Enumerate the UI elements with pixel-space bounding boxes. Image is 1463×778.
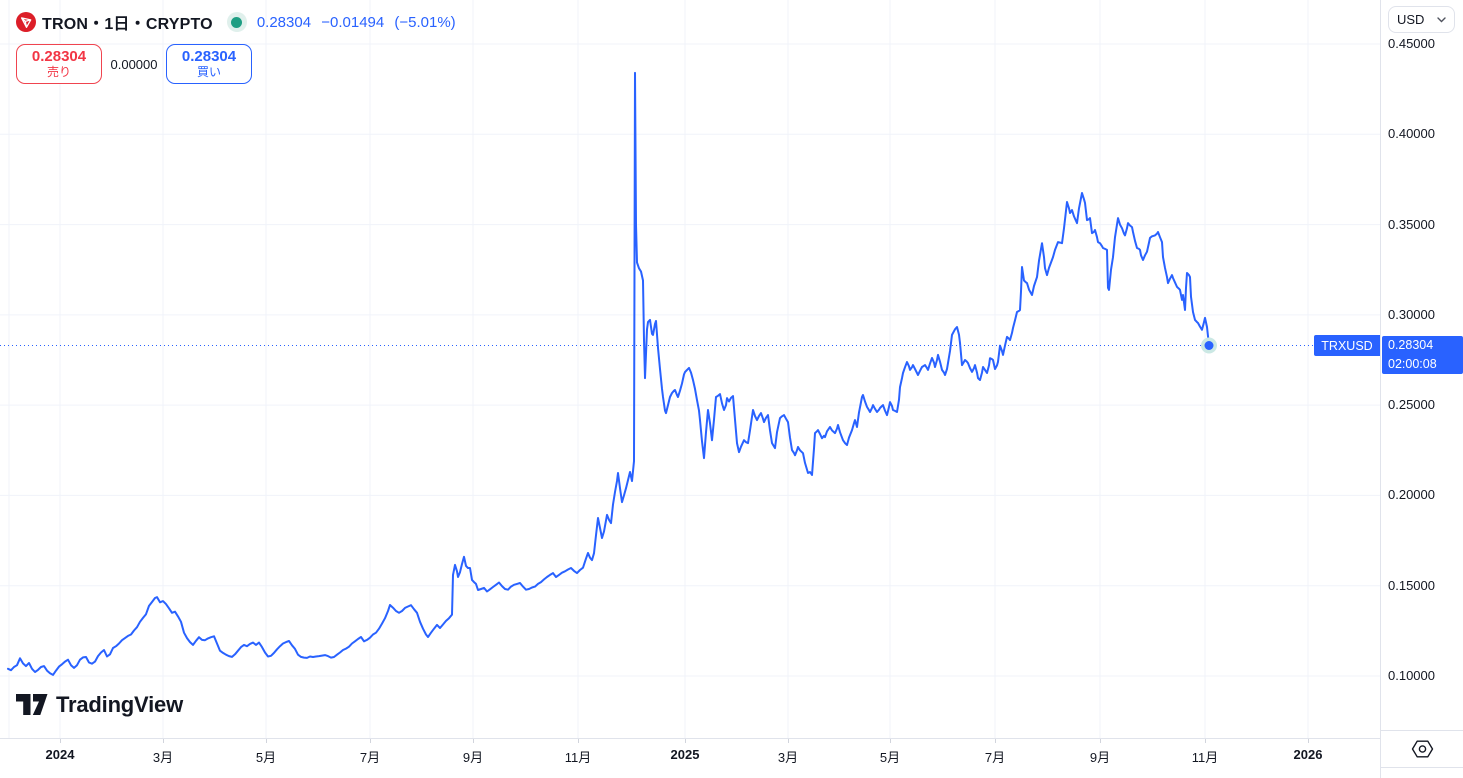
- time-tick-label: 9月: [462, 750, 484, 765]
- sell-price: 0.28304: [31, 48, 87, 66]
- sell-label: 売り: [46, 64, 71, 79]
- price-tick-label: 0.30000: [1388, 306, 1435, 322]
- last-price-value: 0.28304: [256, 13, 312, 31]
- last-price-marker: [1204, 341, 1214, 350]
- time-tickmark: [370, 739, 371, 743]
- tron-logo-icon[interactable]: [16, 12, 36, 32]
- time-tick-label: 3月: [152, 750, 174, 765]
- last-price-axis-label: 0.28304 02:00:08: [1382, 336, 1463, 374]
- price-change-value: −0.01494: [321, 13, 385, 31]
- time-tick-label: 5月: [879, 750, 901, 765]
- price-tick-label: 0.25000: [1388, 397, 1435, 413]
- market-status-icon[interactable]: [226, 12, 247, 32]
- time-tick-label: 9月: [1089, 750, 1111, 765]
- time-tick-label: 5月: [255, 750, 277, 765]
- time-tick-label: 2024: [45, 747, 75, 762]
- price-tick-label: 0.45000: [1388, 36, 1435, 51]
- time-tick-label: 2025: [670, 747, 700, 762]
- price-tick-label: 0.40000: [1388, 126, 1435, 142]
- time-tickmark: [60, 739, 61, 743]
- time-tickmark: [788, 739, 789, 743]
- price-summary: 0.28304 −0.01494 (−5.01%): [257, 14, 462, 31]
- time-tickmark: [1205, 739, 1206, 743]
- time-tick-label: 3月: [777, 750, 799, 765]
- time-tick-label: 11月: [564, 750, 592, 765]
- time-tickmark: [163, 739, 164, 743]
- chart-pane[interactable]: TRON・1日・CRYPTO 0.28304 −0.01494 (−5.01%)…: [0, 0, 1380, 738]
- spread-value: 0.00000: [110, 56, 158, 72]
- time-tickmark: [685, 739, 686, 743]
- tradingview-logo-icon: [16, 694, 48, 715]
- time-tick-label: 11月: [1191, 750, 1219, 765]
- bar-countdown: 02:00:08: [1388, 357, 1437, 371]
- price-tick-label: 0.15000: [1388, 577, 1435, 593]
- time-tick-label: 7月: [359, 750, 381, 765]
- chevron-down-icon: [1437, 16, 1446, 22]
- legend: TRON・1日・CRYPTO 0.28304 −0.01494 (−5.01%)…: [16, 8, 462, 84]
- currency-selector[interactable]: USD: [1388, 6, 1455, 33]
- market-status-dot: [231, 16, 243, 28]
- symbol-header-row: TRON・1日・CRYPTO 0.28304 −0.01494 (−5.01%): [16, 8, 462, 36]
- price-tick-label: 0.35000: [1388, 216, 1435, 232]
- price-change-percent: (−5.01%): [394, 13, 456, 31]
- settings-icon[interactable]: [1411, 739, 1434, 759]
- last-price-axis-value: 0.28304: [1388, 338, 1434, 352]
- price-axis[interactable]: USD 0.28304 02:00:08 0.45000 0.40000 0.350…: [1380, 0, 1463, 778]
- price-line-series: [7, 71, 1210, 676]
- buy-label: 買い: [196, 64, 221, 79]
- symbol-title[interactable]: TRON・1日・CRYPTO: [42, 16, 213, 33]
- time-axis[interactable]: 2024 3月 5月 7月 9月 11月 2025 3月 5月 7月 9月 11月 2026: [0, 738, 1380, 778]
- trade-buttons-row: 0.28304 売り 0.00000 0.28304 買い: [16, 44, 462, 84]
- time-tick-label: 2026: [1293, 747, 1323, 762]
- time-tickmark: [890, 739, 891, 743]
- sell-button[interactable]: 0.28304 売り: [16, 44, 102, 84]
- price-chart-svg[interactable]: [0, 0, 1380, 738]
- price-tick-label: 0.20000: [1388, 487, 1435, 503]
- buy-button[interactable]: 0.28304 買い: [166, 44, 252, 84]
- price-tick-label: 0.10000: [1388, 668, 1435, 683]
- axis-settings-cell[interactable]: [1381, 730, 1463, 768]
- symbol-price-tag: TRXUSD: [1314, 335, 1380, 356]
- time-tickmark: [578, 739, 579, 743]
- time-tickmark: [1100, 739, 1101, 743]
- tradingview-logo[interactable]: TradingView: [16, 692, 183, 718]
- currency-value: USD: [1397, 12, 1425, 27]
- time-tickmark: [266, 739, 267, 743]
- time-tickmark: [473, 739, 474, 743]
- tradingview-wordmark: TradingView: [56, 692, 183, 717]
- time-tick-label: 7月: [984, 750, 1006, 765]
- buy-price: 0.28304: [181, 48, 237, 66]
- time-tickmark: [1308, 739, 1309, 743]
- time-tickmark: [995, 739, 996, 743]
